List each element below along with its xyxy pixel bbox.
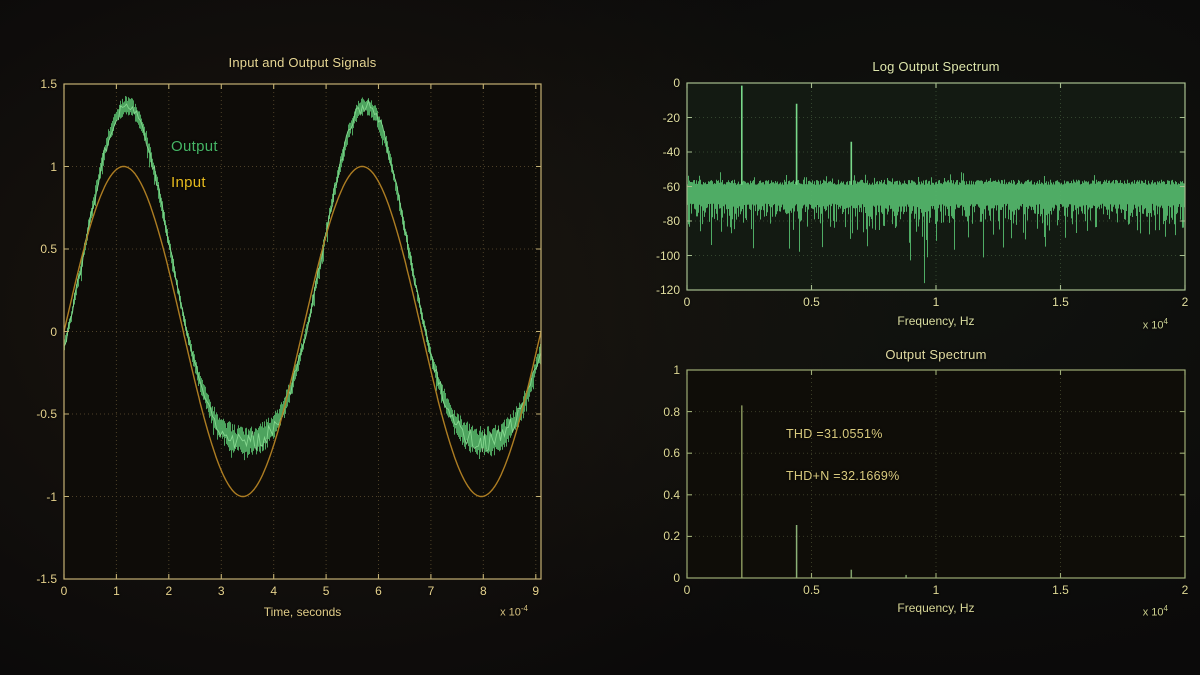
y-tick-label: 1 [673,363,680,377]
log-spectrum-title: Log Output Spectrum [872,59,1000,74]
time-x-exponent: x 10-4 [408,604,528,619]
y-tick-label: 0 [673,571,680,585]
exponent-base: x 10 [1142,606,1164,619]
x-tick-label: 0 [683,583,691,597]
x-tick-label: 4 [270,584,277,598]
exponent-power: 4 [1163,604,1168,613]
y-tick-label: 0.5 [40,242,57,256]
x-tick-label: 8 [479,584,487,598]
x-tick-label: 2 [1181,295,1189,309]
time-tick-marks [63,83,541,580]
x-tick-label: 1 [113,584,120,598]
spectrum-tick-marks [686,369,1186,579]
log-spectrum-harmonic-peaks [741,85,853,185]
time-plot-xlabel: Time, seconds [263,605,342,619]
y-tick-label: -1 [46,489,57,504]
y-tick-label: 0 [50,324,57,339]
y-tick-label: 0.2 [663,529,680,544]
x-tick-label: 9 [532,584,540,598]
y-tick-label: 0.8 [663,404,680,419]
output-signal-line [64,99,541,453]
x-tick-label: 1 [932,295,940,309]
thd-annotation: THD =31.0551% [786,427,883,441]
x-tick-label: 6 [375,584,382,598]
y-tick-label: -20 [662,110,680,125]
y-tick-label: 0.4 [663,487,680,502]
y-tick-label: 1 [50,159,57,174]
y-tick-label: -80 [662,214,680,228]
exponent-power: -4 [520,604,528,613]
time-plot-title: Input and Output Signals [228,55,377,70]
y-tick-label: -120 [655,283,680,297]
x-tick-label: 0 [60,584,68,598]
spectrum-x-exponent: x 104 [1048,604,1168,619]
legend-input-label: Input [171,174,206,191]
x-tick-label: 1.5 [1052,583,1069,597]
log-spectrum-x-exponent: x 104 [1048,317,1168,332]
spectrum-xlabel: Frequency, Hz [897,601,975,615]
x-tick-label: 1 [932,583,940,597]
exponent-base: x 10 [500,606,521,619]
x-tick-label: 7 [427,584,435,598]
time-grid [64,84,541,579]
log-tick-marks [686,82,1186,291]
x-tick-label: 2 [1181,583,1189,597]
y-tick-label: -40 [662,145,680,159]
y-tick-label: -0.5 [36,407,57,421]
exponent-base: x 10 [1142,319,1164,332]
spectrum-grid [687,370,1185,578]
exponent-power: 4 [1163,317,1168,326]
x-tick-label: 0.5 [803,583,820,597]
y-tick-label: 0.6 [663,446,680,461]
x-tick-label: 3 [217,584,225,598]
x-tick-label: 0 [683,295,691,309]
legend-output-label: Output [171,138,218,155]
x-tick-label: 5 [322,584,330,598]
y-tick-label: -100 [655,248,680,263]
x-tick-label: 1.5 [1052,295,1069,309]
spectrum-title: Output Spectrum [885,347,987,362]
x-tick-label: 0.5 [803,295,820,309]
log-spectrum-xlabel: Frequency, Hz [897,314,975,328]
input-signal-line [63,165,542,498]
thd-plus-n-annotation: THD+N =32.1669% [786,469,900,483]
y-tick-label: -1.5 [36,572,57,586]
y-tick-label: 0 [673,76,680,90]
x-tick-label: 2 [165,584,173,598]
y-tick-label: 1.5 [40,77,57,91]
y-tick-label: -60 [662,179,680,194]
